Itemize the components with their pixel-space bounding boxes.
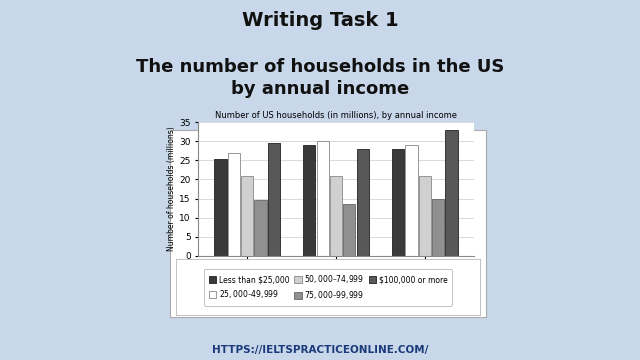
Bar xyxy=(255,201,267,256)
Title: Number of US households (in millions), by annual income: Number of US households (in millions), b… xyxy=(215,111,457,120)
Bar xyxy=(228,153,240,256)
Bar xyxy=(214,158,227,256)
Y-axis label: Number of households (millions): Number of households (millions) xyxy=(168,127,177,251)
Bar xyxy=(392,149,404,256)
Bar xyxy=(405,145,417,256)
Legend: Less than $25,000, $25,000–$49,999, $50,000–$74,999, $75,000–$99,999, $100,000 o: Less than $25,000, $25,000–$49,999, $50,… xyxy=(204,269,452,306)
Bar xyxy=(303,145,316,256)
Bar xyxy=(241,176,253,256)
Bar xyxy=(419,176,431,256)
Text: The number of households in the US
by annual income: The number of households in the US by an… xyxy=(136,58,504,99)
Bar xyxy=(317,141,329,256)
Bar xyxy=(268,143,280,256)
Bar xyxy=(432,198,444,256)
Bar xyxy=(330,176,342,256)
Bar xyxy=(356,149,369,256)
X-axis label: Year: Year xyxy=(326,275,346,285)
Bar xyxy=(445,130,458,256)
Text: HTTPS://IELTSPRACTICEONLINE.COM/: HTTPS://IELTSPRACTICEONLINE.COM/ xyxy=(212,345,428,355)
Bar xyxy=(343,204,355,256)
Text: Writing Task 1: Writing Task 1 xyxy=(242,11,398,30)
